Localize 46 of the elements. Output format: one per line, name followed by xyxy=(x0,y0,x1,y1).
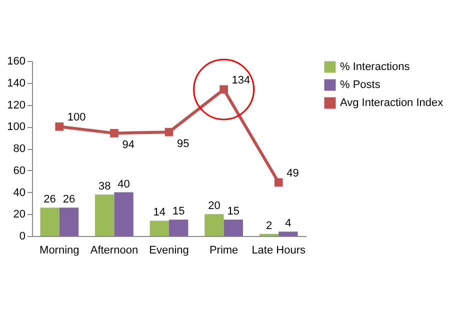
point xyxy=(274,178,283,187)
data-label: 49 xyxy=(286,167,299,180)
point xyxy=(164,128,174,136)
bar xyxy=(59,208,79,236)
bar xyxy=(40,208,60,236)
data-label: 134 xyxy=(232,74,250,86)
point xyxy=(55,122,64,131)
bar xyxy=(114,192,134,236)
data-label: 100 xyxy=(67,112,86,124)
bar xyxy=(169,220,188,236)
data-label: 4 xyxy=(285,218,292,230)
y-tick-label: 120 xyxy=(7,99,26,112)
y-tick-label: 60 xyxy=(13,164,26,177)
legend-label: % Interactions xyxy=(340,61,410,73)
legend-label: Avg Interaction Index xyxy=(340,97,444,109)
point xyxy=(110,129,118,138)
data-label: 2 xyxy=(266,220,272,232)
bar xyxy=(278,232,298,236)
y-tick-label: 140 xyxy=(7,77,26,90)
x-tick-label: Prime xyxy=(209,244,238,256)
data-label: 15 xyxy=(172,206,185,218)
point xyxy=(220,85,228,94)
y-tick-label: 20 xyxy=(13,208,26,221)
data-label: 26 xyxy=(44,194,56,206)
data-label: 20 xyxy=(208,200,220,212)
legend-label: % Posts xyxy=(340,79,381,91)
x-tick-label: Morning xyxy=(40,244,80,256)
x-tick-label: Evening xyxy=(149,244,189,256)
data-label: 94 xyxy=(122,139,134,152)
data-label: 40 xyxy=(118,178,130,190)
bar xyxy=(150,220,169,236)
bar xyxy=(95,194,114,236)
data-label: 95 xyxy=(177,138,190,150)
y-tick-label: 100 xyxy=(7,121,26,134)
y-tick-label: 0 xyxy=(19,230,26,242)
data-label: 14 xyxy=(153,206,166,219)
data-label: 26 xyxy=(62,194,76,206)
x-tick-label: Late Hours xyxy=(252,244,306,256)
data-label: 15 xyxy=(227,206,240,218)
data-label: 38 xyxy=(98,180,111,192)
bar xyxy=(224,220,243,236)
y-tick-label: 40 xyxy=(13,186,26,199)
y-tick-label: 80 xyxy=(13,143,26,155)
x-tick-label: Afternoon xyxy=(90,244,138,256)
y-tick-label: 160 xyxy=(7,56,26,68)
bar xyxy=(204,214,224,236)
